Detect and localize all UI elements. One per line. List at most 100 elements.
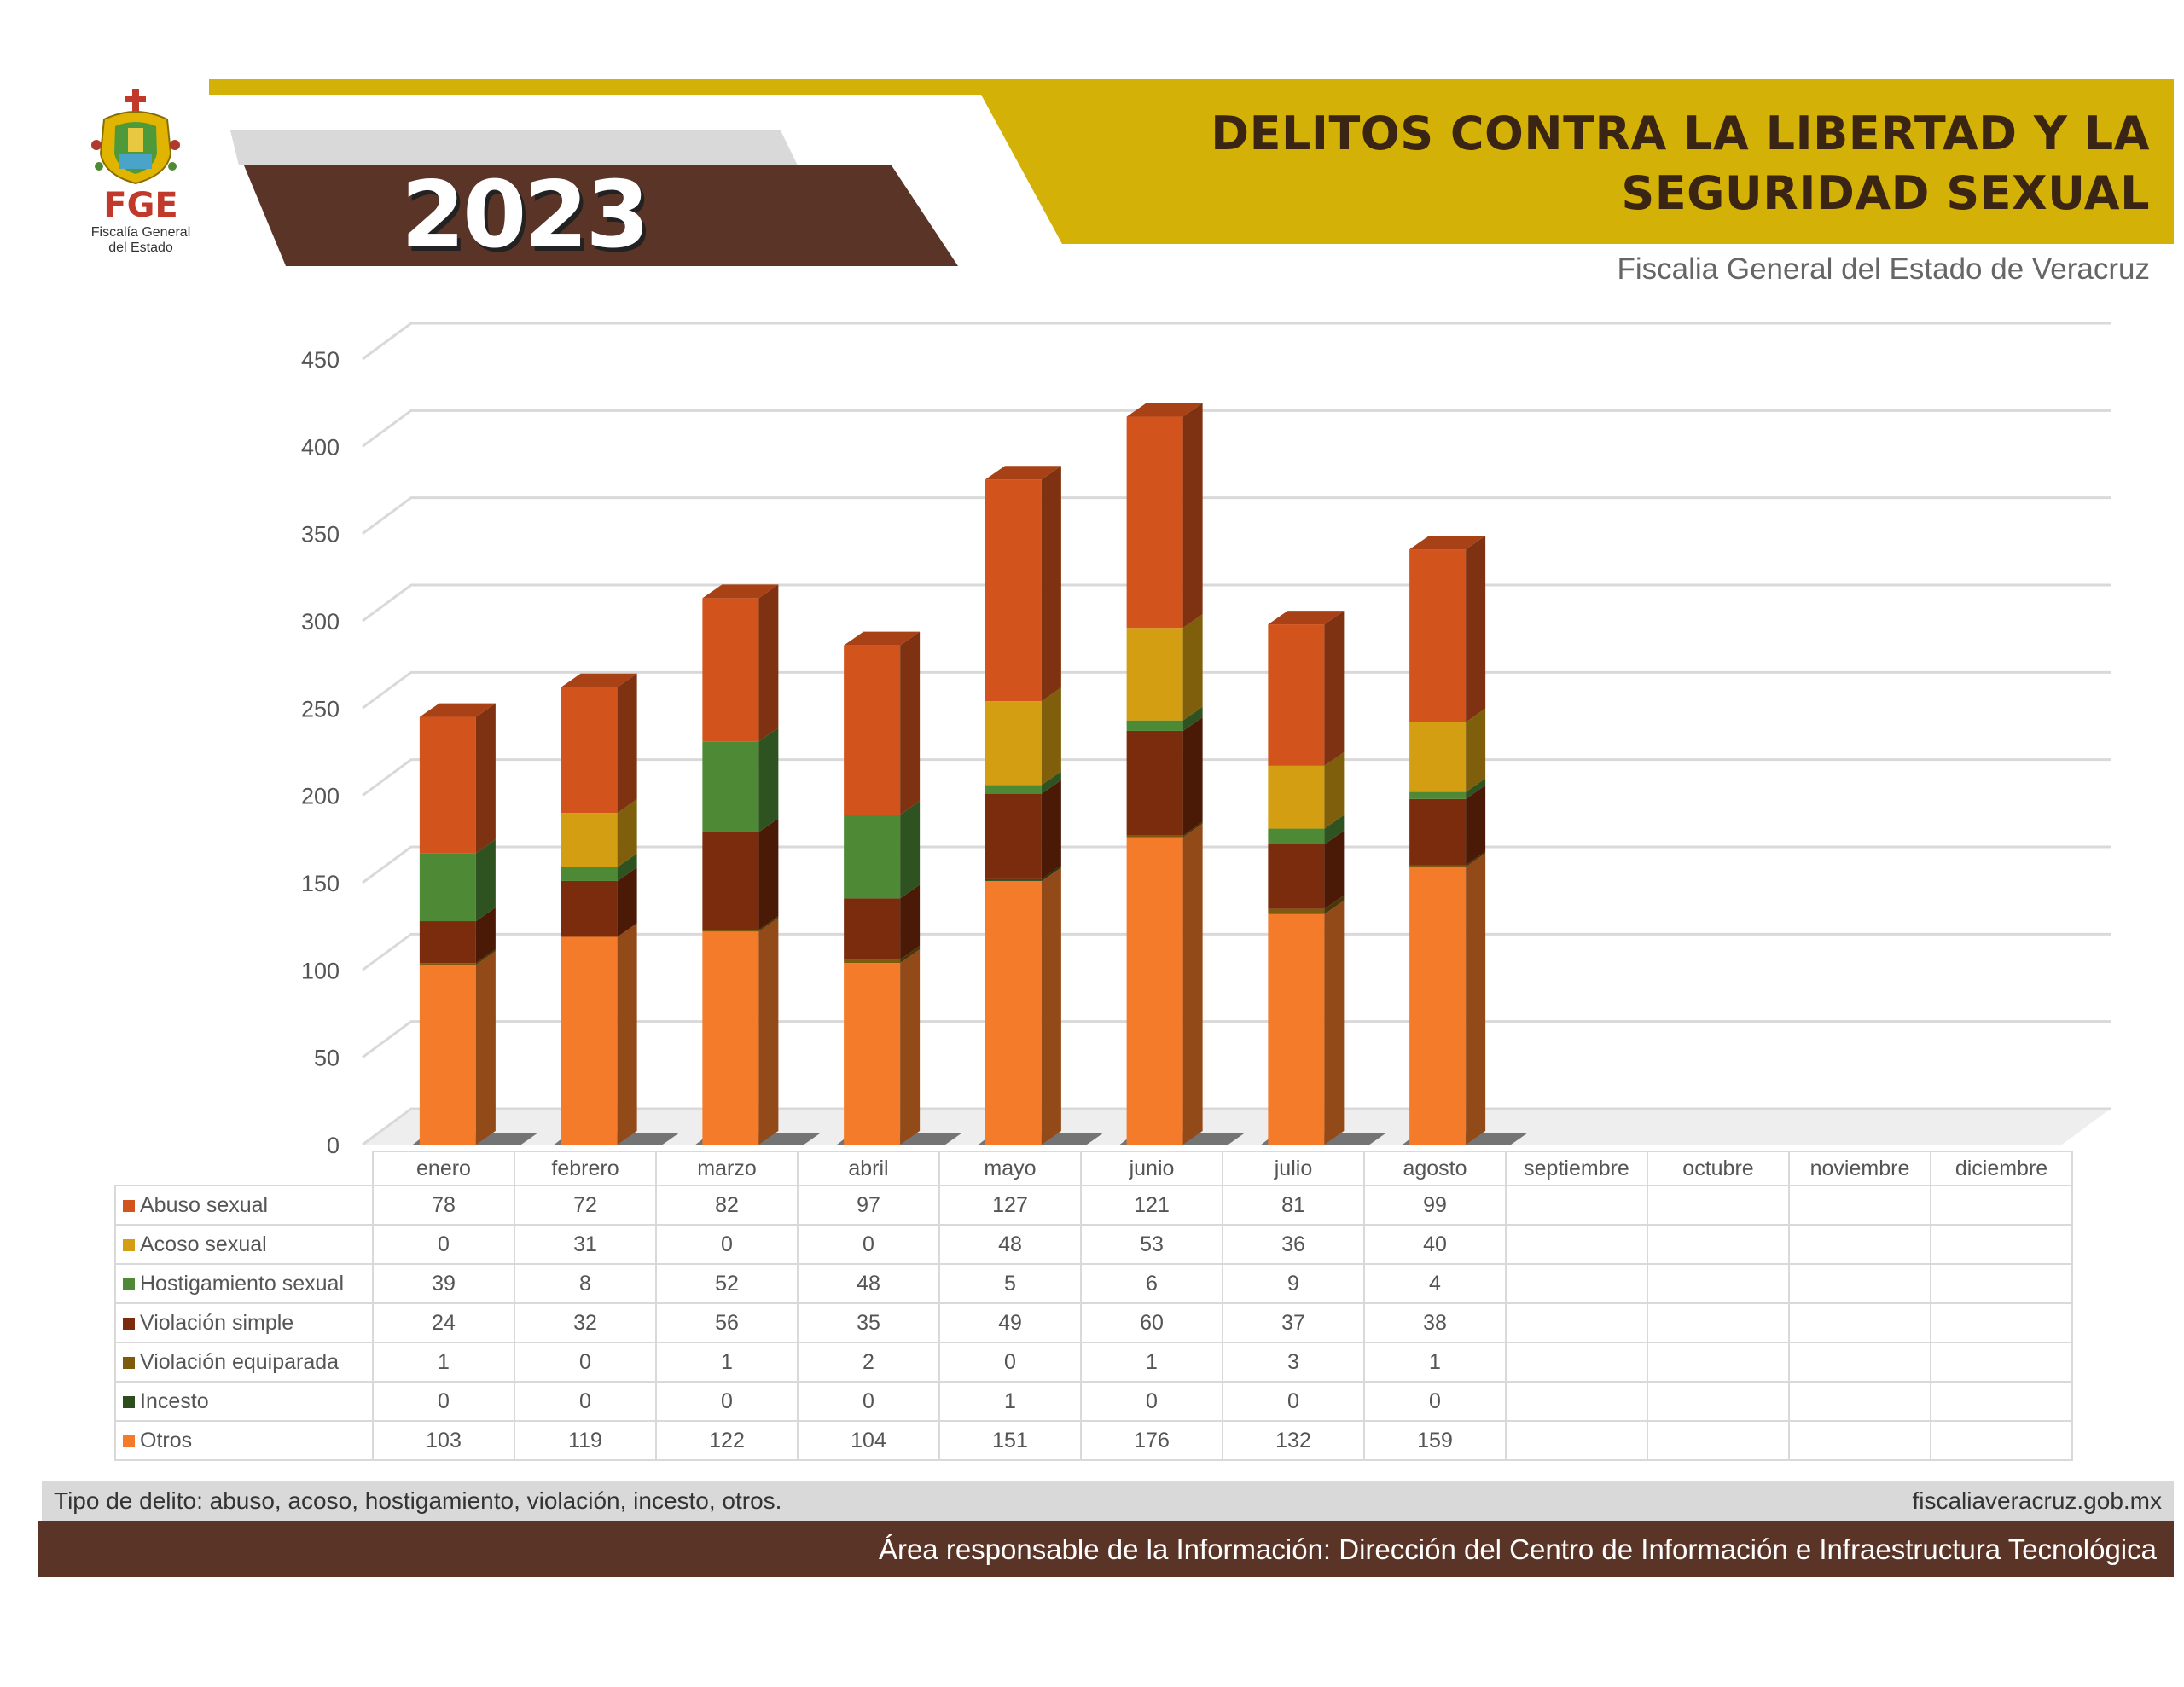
data-label [1505, 1302, 1648, 1343]
data-label: 38 [1363, 1302, 1507, 1343]
data-label: 6 [1080, 1263, 1223, 1304]
data-label [1930, 1263, 2073, 1304]
data-label: 1 [1080, 1342, 1223, 1383]
data-label [1930, 1224, 2073, 1265]
legend-entry: Otros [114, 1420, 374, 1461]
data-label [1505, 1263, 1648, 1304]
bar-segment [1126, 835, 1183, 838]
data-label [1930, 1185, 2073, 1226]
bar-segment [561, 687, 618, 814]
data-label [1647, 1302, 1790, 1343]
series-name: Hostigamiento sexual [140, 1271, 345, 1296]
legend-swatch [123, 1435, 135, 1447]
footer-responsible-band: Área responsable de la Información: Dire… [38, 1521, 2174, 1577]
data-label [1505, 1381, 1648, 1422]
bar-segment-side [475, 951, 496, 1145]
table-row: Violación equiparada 1 0 1 2 0 1 3 1 [114, 1342, 2073, 1383]
bar-segment [1126, 720, 1183, 731]
legend-entry: Hostigamiento sexual [114, 1263, 374, 1304]
y-tick-label: 250 [301, 696, 340, 722]
data-label: 0 [1363, 1381, 1507, 1422]
bar-segment-side [1324, 895, 1345, 914]
y-tick-label: 400 [301, 434, 340, 460]
data-label: 1 [1363, 1342, 1507, 1383]
data-label: 4 [1363, 1263, 1507, 1304]
x-tick-label: febrero [514, 1151, 657, 1186]
x-tick-label: octubre [1647, 1151, 1790, 1186]
bar-segment-side [617, 853, 637, 881]
table-row: Acoso sexual 0 31 0 0 48 53 36 40 [114, 1224, 2073, 1265]
bar-segment [702, 598, 759, 742]
y-tick-label: 50 [314, 1046, 340, 1071]
data-label [1647, 1342, 1790, 1383]
bar-stack-abril [837, 631, 963, 1145]
bar-segment-side [475, 839, 496, 922]
table-row: Hostigamiento sexual 39 8 52 48 5 6 9 4 [114, 1263, 2073, 1304]
data-label [1647, 1381, 1790, 1422]
x-tick-label: abril [797, 1151, 940, 1186]
x-tick-label: mayo [938, 1151, 1082, 1186]
x-tick-label: diciembre [1930, 1151, 2073, 1186]
bar-top [1409, 536, 1486, 550]
bar-segment [1268, 908, 1325, 914]
legend-swatch [123, 1278, 135, 1290]
data-label [1788, 1302, 1931, 1343]
data-label [1930, 1342, 2073, 1383]
data-label: 49 [938, 1302, 1082, 1343]
data-label: 0 [797, 1381, 940, 1422]
data-label [1788, 1263, 1931, 1304]
bar-top [702, 584, 779, 599]
data-label: 159 [1363, 1420, 1507, 1461]
gold-band [209, 79, 2174, 244]
data-label: 81 [1222, 1185, 1365, 1226]
data-label: 35 [797, 1302, 940, 1343]
bar-segment-side [1466, 853, 1486, 1145]
data-label [1930, 1302, 2073, 1343]
data-label [1930, 1420, 2073, 1461]
data-label: 48 [797, 1263, 940, 1304]
bar-top [561, 673, 637, 687]
legend-entry: Abuso sexual [114, 1185, 374, 1226]
bar-segment-side [758, 916, 779, 932]
bar-segment-side [1324, 611, 1345, 766]
bar-segment [985, 479, 1042, 702]
data-label: 132 [1222, 1420, 1365, 1461]
data-label [1505, 1224, 1648, 1265]
bar-segment [561, 867, 618, 881]
bar-segment [1409, 791, 1467, 799]
gridline [362, 1107, 2111, 1146]
y-tick-label: 350 [301, 522, 340, 548]
y-tick-label: 450 [301, 347, 340, 373]
data-label: 0 [372, 1224, 515, 1265]
bar-segment-side [1466, 778, 1486, 799]
bar-segment [1268, 913, 1325, 1145]
header-banner [91, 79, 2174, 266]
bar-segment-side [758, 918, 779, 1145]
series-name: Violación equiparada [140, 1349, 340, 1374]
logo-line1: Fiscalía General [90, 225, 191, 240]
data-label: 0 [372, 1381, 515, 1422]
data-label [1505, 1342, 1648, 1383]
legend-swatch [123, 1238, 135, 1251]
data-label: 40 [1363, 1224, 1507, 1265]
bar-segment-side [617, 923, 637, 1145]
data-label [1505, 1185, 1648, 1226]
bar-segment-side [900, 631, 921, 815]
bar-segment [1409, 798, 1467, 866]
data-label: 176 [1080, 1420, 1223, 1461]
table-row: Abuso sexual 78 72 82 97 127 121 81 99 [114, 1185, 2073, 1226]
logo-text: FGE Fiscalía General del Estado [60, 186, 222, 256]
data-label: 9 [1222, 1263, 1365, 1304]
data-label: 0 [1080, 1381, 1223, 1422]
table-row: Otros 103 119 122 104 151 176 132 159 [114, 1420, 2073, 1461]
data-label: 104 [797, 1420, 940, 1461]
logo-line2: del Estado [108, 241, 173, 255]
data-label: 151 [938, 1420, 1082, 1461]
bar-segment [844, 963, 901, 1145]
subtitle: Fiscalia General del Estado de Veracruz [1617, 252, 2151, 286]
data-label: 0 [514, 1342, 657, 1383]
bar-segment-side [900, 949, 921, 1145]
x-tick-label: junio [1080, 1151, 1223, 1186]
table-row: Incesto 0 0 0 0 1 0 0 0 [114, 1381, 2073, 1422]
gridline [362, 932, 2111, 971]
